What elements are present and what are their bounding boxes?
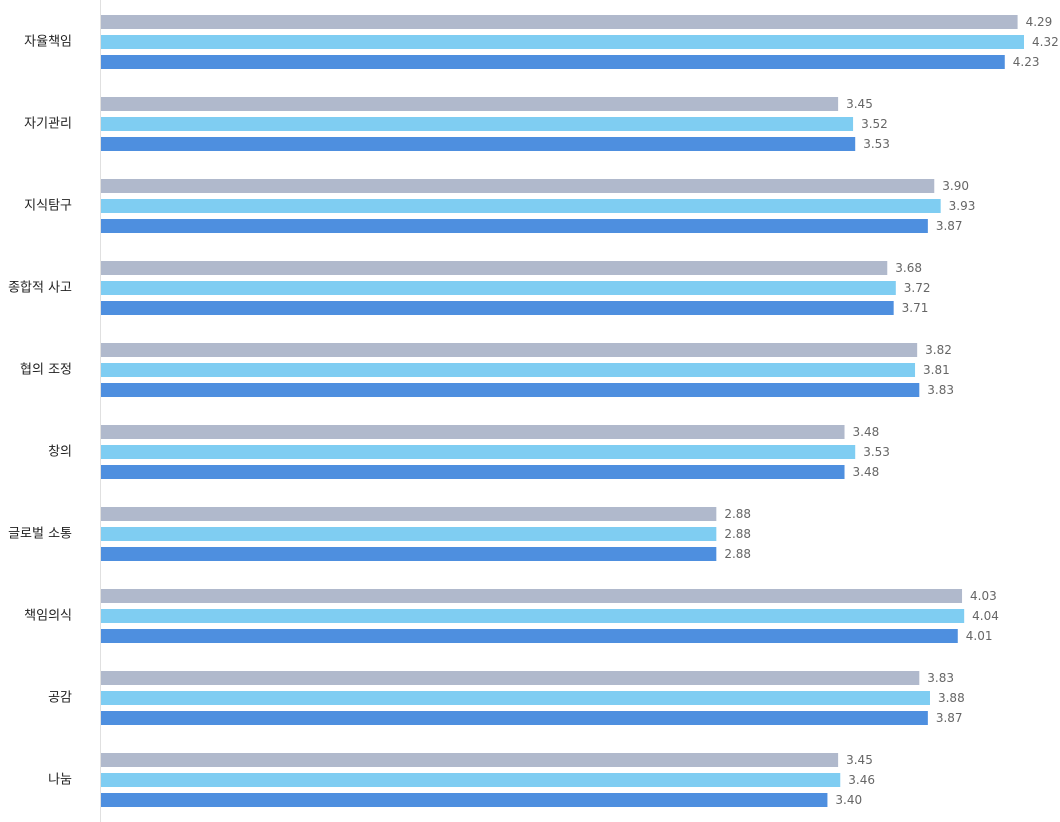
- value-label: 4.01: [966, 629, 993, 643]
- bar: [101, 711, 928, 725]
- bar: [101, 281, 896, 295]
- bar: [101, 199, 941, 213]
- value-label: 2.88: [724, 507, 751, 521]
- value-labels: 4.29 4.32 4.23 3.45 3.52 3.53 3.90 3.93 3.87 3.68…: [724, 15, 1058, 807]
- value-label: 4.23: [1013, 55, 1040, 69]
- bar: [101, 691, 930, 705]
- bar: [101, 793, 828, 807]
- category-label: 협의 조정: [20, 363, 72, 378]
- category-label: 글로벌 소통: [8, 527, 72, 542]
- bar: [101, 547, 717, 561]
- value-label: 4.04: [972, 609, 999, 623]
- bars: [101, 15, 1024, 807]
- category-label: 자기관리: [24, 117, 72, 132]
- bar: [101, 383, 920, 397]
- value-label: 3.72: [904, 281, 931, 295]
- bar: [101, 97, 839, 111]
- bar: [101, 301, 894, 315]
- value-label: 2.88: [724, 527, 751, 541]
- category-label: 나눔: [48, 773, 72, 788]
- bar: [101, 425, 845, 439]
- category-label: 지식탐구: [24, 199, 72, 214]
- category-label: 종합적 사고: [8, 281, 72, 296]
- bar: [101, 261, 888, 275]
- value-label: 4.29: [1026, 15, 1053, 29]
- bar: [101, 527, 717, 541]
- value-label: 3.53: [863, 137, 890, 151]
- value-label: 3.87: [936, 711, 963, 725]
- bar: [101, 589, 963, 603]
- value-label: 3.71: [902, 301, 929, 315]
- bar: [101, 465, 845, 479]
- bar: [101, 773, 841, 787]
- category-label: 책임의식: [24, 609, 72, 624]
- value-label: 3.81: [923, 363, 950, 377]
- bar: [101, 753, 839, 767]
- value-label: 3.68: [895, 261, 922, 275]
- value-label: 3.45: [846, 97, 873, 111]
- value-label: 3.83: [927, 671, 954, 685]
- value-label: 3.90: [942, 179, 969, 193]
- value-label: 3.53: [863, 445, 890, 459]
- bar: [101, 507, 717, 521]
- value-label: 3.48: [853, 465, 880, 479]
- value-label: 3.46: [848, 773, 875, 787]
- bar: [101, 445, 856, 459]
- bar: [101, 363, 916, 377]
- value-label: 4.03: [970, 589, 997, 603]
- value-label: 3.93: [949, 199, 976, 213]
- bar: [101, 219, 928, 233]
- value-label: 3.83: [927, 383, 954, 397]
- bar: [101, 609, 965, 623]
- bar: [101, 671, 920, 685]
- value-label: 2.88: [724, 547, 751, 561]
- bar: [101, 137, 856, 151]
- bar: [101, 179, 935, 193]
- value-label: 3.88: [938, 691, 965, 705]
- bar: [101, 343, 918, 357]
- category-label: 자율책임: [24, 35, 72, 50]
- value-label: 3.48: [853, 425, 880, 439]
- value-label: 4.32: [1032, 35, 1059, 49]
- value-label: 3.52: [861, 117, 888, 131]
- value-label: 3.87: [936, 219, 963, 233]
- category-label: 공감: [48, 691, 72, 706]
- bar: [101, 35, 1024, 49]
- value-label: 3.45: [846, 753, 873, 767]
- bar: [101, 15, 1018, 29]
- value-label: 3.82: [925, 343, 952, 357]
- bar: [101, 629, 958, 643]
- bar: [101, 55, 1005, 69]
- bar: [101, 117, 854, 131]
- category-label: 창의: [48, 445, 72, 460]
- value-label: 3.40: [835, 793, 862, 807]
